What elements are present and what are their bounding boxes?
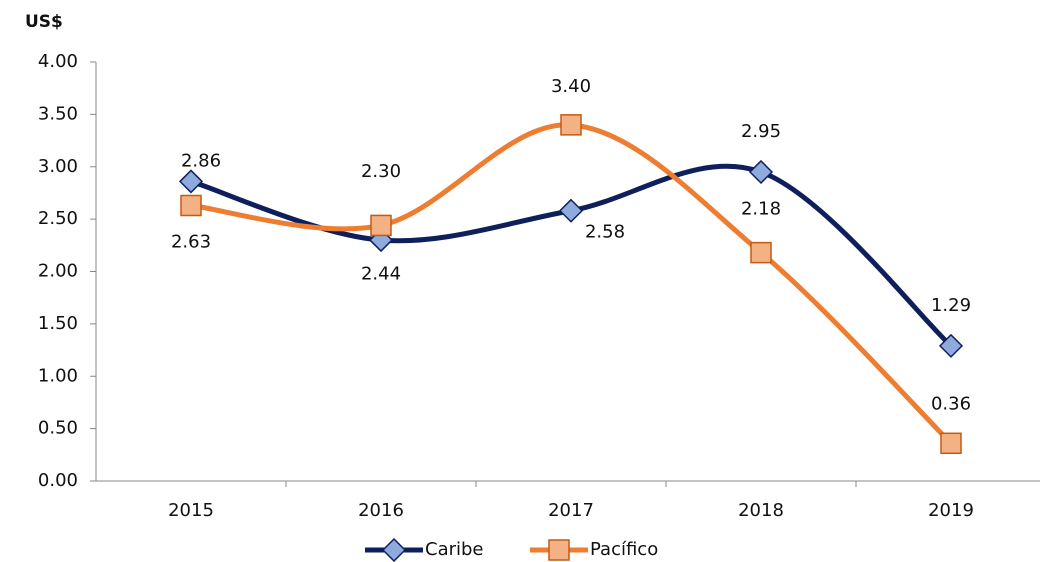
x-tick-label: 2015	[168, 500, 214, 521]
data-label: 2.44	[361, 263, 401, 284]
data-point	[370, 214, 392, 237]
series-line	[190, 122, 953, 446]
data-label: 3.40	[551, 76, 591, 97]
data-point	[180, 194, 202, 217]
data-label: 2.95	[741, 121, 781, 142]
x-tick-label: 2018	[738, 500, 784, 521]
y-axis-label: US$	[25, 12, 63, 32]
y-tick-label: 1.50	[38, 313, 78, 334]
y-tick-label: 1.00	[38, 365, 78, 386]
legend-marker	[381, 537, 407, 562]
data-label: 0.36	[931, 393, 971, 414]
y-tick-label: 3.50	[38, 103, 78, 124]
legend-label: Pacífico	[590, 539, 658, 560]
x-tick-label: 2019	[928, 500, 974, 521]
data-point	[940, 432, 962, 455]
data-label: 2.18	[741, 199, 781, 220]
data-point	[938, 333, 964, 358]
data-point	[750, 241, 772, 264]
series-line	[190, 163, 953, 348]
data-label: 2.86	[181, 150, 221, 171]
y-tick-label: 0.00	[38, 470, 78, 491]
data-label: 2.63	[171, 232, 211, 253]
data-label: 2.58	[585, 222, 625, 243]
legend-label: Caribe	[425, 539, 484, 560]
data-point	[748, 159, 774, 185]
y-tick-label: 4.00	[38, 51, 78, 72]
y-tick-label: 3.00	[38, 156, 78, 177]
data-label: 1.29	[931, 295, 971, 316]
y-tick-label: 2.00	[38, 261, 78, 282]
x-tick-label: 2016	[358, 500, 404, 521]
data-point	[558, 198, 584, 223]
legend-marker	[548, 539, 570, 561]
data-point	[178, 169, 204, 194]
data-label: 2.30	[361, 161, 401, 182]
data-point	[560, 114, 582, 136]
y-tick-label: 0.50	[38, 418, 78, 439]
x-tick-label: 2017	[548, 500, 594, 521]
y-tick-label: 2.50	[38, 208, 78, 229]
